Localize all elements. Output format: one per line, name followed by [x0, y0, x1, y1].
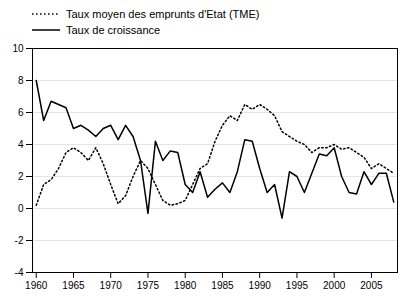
svg-text:1990: 1990 [249, 280, 272, 291]
svg-text:1970: 1970 [100, 280, 123, 291]
svg-text:1975: 1975 [137, 280, 160, 291]
svg-text:1995: 1995 [286, 280, 309, 291]
html-text:Taux de croissance: Taux de croissance [66, 24, 161, 36]
svg-text:2005: 2005 [360, 280, 383, 291]
svg-text:10: 10 [12, 43, 24, 54]
html-text:Taux moyen des emprunts d'Etat: Taux moyen des emprunts d'Etat (TME) [66, 8, 260, 20]
svg-text:1980: 1980 [174, 280, 197, 291]
svg-text:1965: 1965 [62, 280, 85, 291]
svg-text:4: 4 [18, 139, 24, 150]
svg-text:2000: 2000 [323, 280, 346, 291]
svg-text:1985: 1985 [211, 280, 234, 291]
svg-text:2: 2 [18, 171, 24, 182]
svg-text:-2: -2 [15, 235, 24, 246]
svg-text:1960: 1960 [25, 280, 48, 291]
svg-text:8: 8 [18, 75, 24, 86]
svg-text:-4: -4 [15, 267, 24, 278]
svg-text:0: 0 [18, 203, 24, 214]
svg-text:6: 6 [18, 107, 24, 118]
